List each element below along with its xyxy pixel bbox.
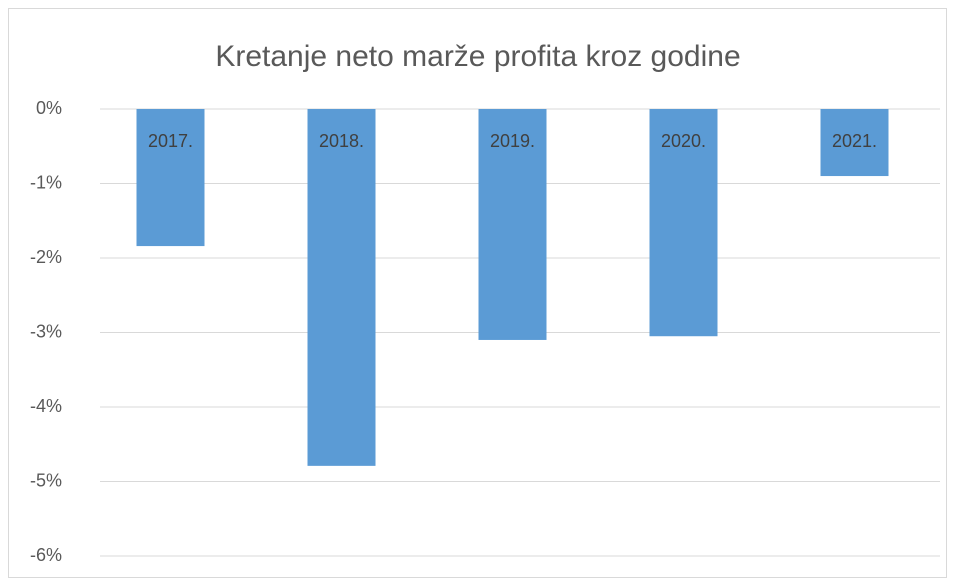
y-tick-label: -6% (30, 545, 62, 565)
bar (820, 109, 889, 177)
chart-border (8, 8, 947, 578)
bar (307, 109, 376, 466)
y-tick-label: 0% (36, 98, 62, 118)
y-tick-label: -3% (30, 321, 62, 341)
y-tick-label: -4% (30, 396, 62, 416)
x-tick-label: 2020. (661, 131, 706, 151)
x-tick-label: 2019. (490, 131, 535, 151)
x-tick-label: 2018. (319, 131, 364, 151)
x-tick-label: 2021. (832, 131, 877, 151)
bar (136, 109, 205, 247)
y-tick-label: -5% (30, 470, 62, 490)
y-tick-label: -2% (30, 247, 62, 267)
y-tick-label: -1% (30, 172, 62, 192)
chart-title: Kretanje neto marže profita kroz godine (215, 40, 740, 73)
x-tick-label: 2017. (148, 131, 193, 151)
bar (478, 109, 547, 340)
bar (649, 109, 718, 337)
